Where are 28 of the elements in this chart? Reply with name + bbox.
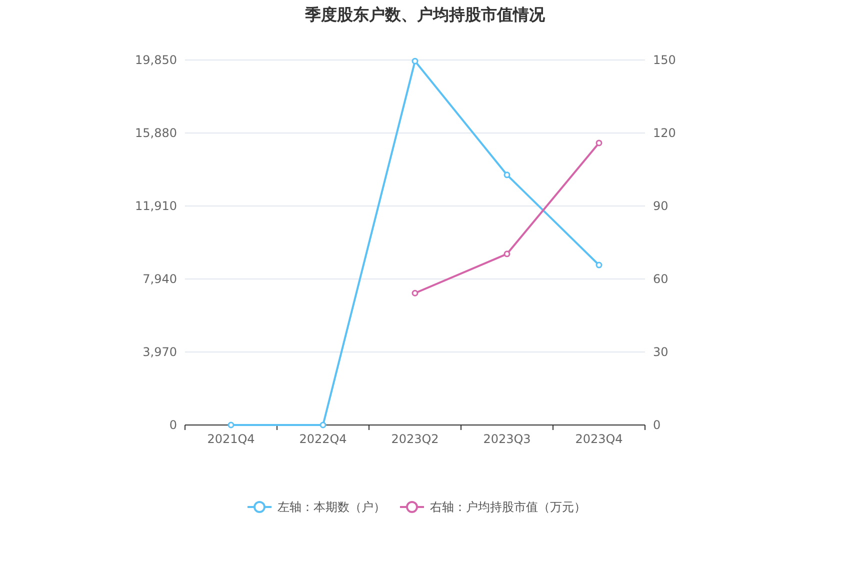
- point: [412, 58, 418, 64]
- point: [504, 250, 510, 258]
- point: [412, 290, 418, 296]
- y2-tick-label: 30: [653, 345, 668, 359]
- point: [228, 422, 234, 428]
- x-tick-label: 2022Q4: [299, 432, 347, 446]
- y2-tick-label: 0: [653, 418, 661, 432]
- point: [504, 172, 510, 178]
- y-tick-label: 7,940: [142, 272, 177, 286]
- x-tick-label: 2023Q3: [483, 432, 531, 446]
- chart-title: 季度股东户数、户均持股市值情况: [304, 5, 546, 24]
- y-tick-label: 0: [169, 418, 177, 432]
- y2-tick-label: 120: [653, 126, 676, 140]
- x-tick-label: 2023Q4: [575, 432, 623, 446]
- legend-label: 右轴：户均持股市值（万元）: [430, 500, 586, 514]
- y2-tick-label: 150: [653, 53, 676, 67]
- y2-tick-label: 90: [653, 199, 668, 213]
- point: [596, 140, 602, 146]
- x-tick-label: 2021Q4: [207, 432, 255, 446]
- y-tick-label: 19,850: [135, 53, 177, 67]
- y-tick-label: 3,970: [142, 345, 177, 359]
- y-tick-label: 15,880: [135, 126, 177, 140]
- y2-tick-label: 60: [653, 272, 668, 286]
- legend-label: 左轴：本期数（户）: [278, 500, 386, 514]
- x-tick-label: 2023Q2: [391, 432, 439, 446]
- y-tick-label: 11,910: [135, 199, 177, 213]
- point: [320, 422, 326, 428]
- point: [596, 262, 602, 268]
